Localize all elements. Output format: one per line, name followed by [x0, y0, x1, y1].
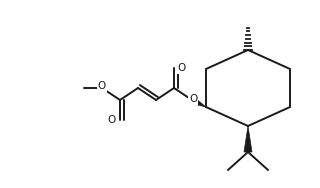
Polygon shape — [244, 126, 252, 152]
Text: O: O — [108, 115, 116, 125]
Text: O: O — [98, 81, 106, 91]
Text: O: O — [178, 63, 186, 73]
Text: O: O — [189, 94, 197, 104]
Polygon shape — [190, 97, 206, 107]
